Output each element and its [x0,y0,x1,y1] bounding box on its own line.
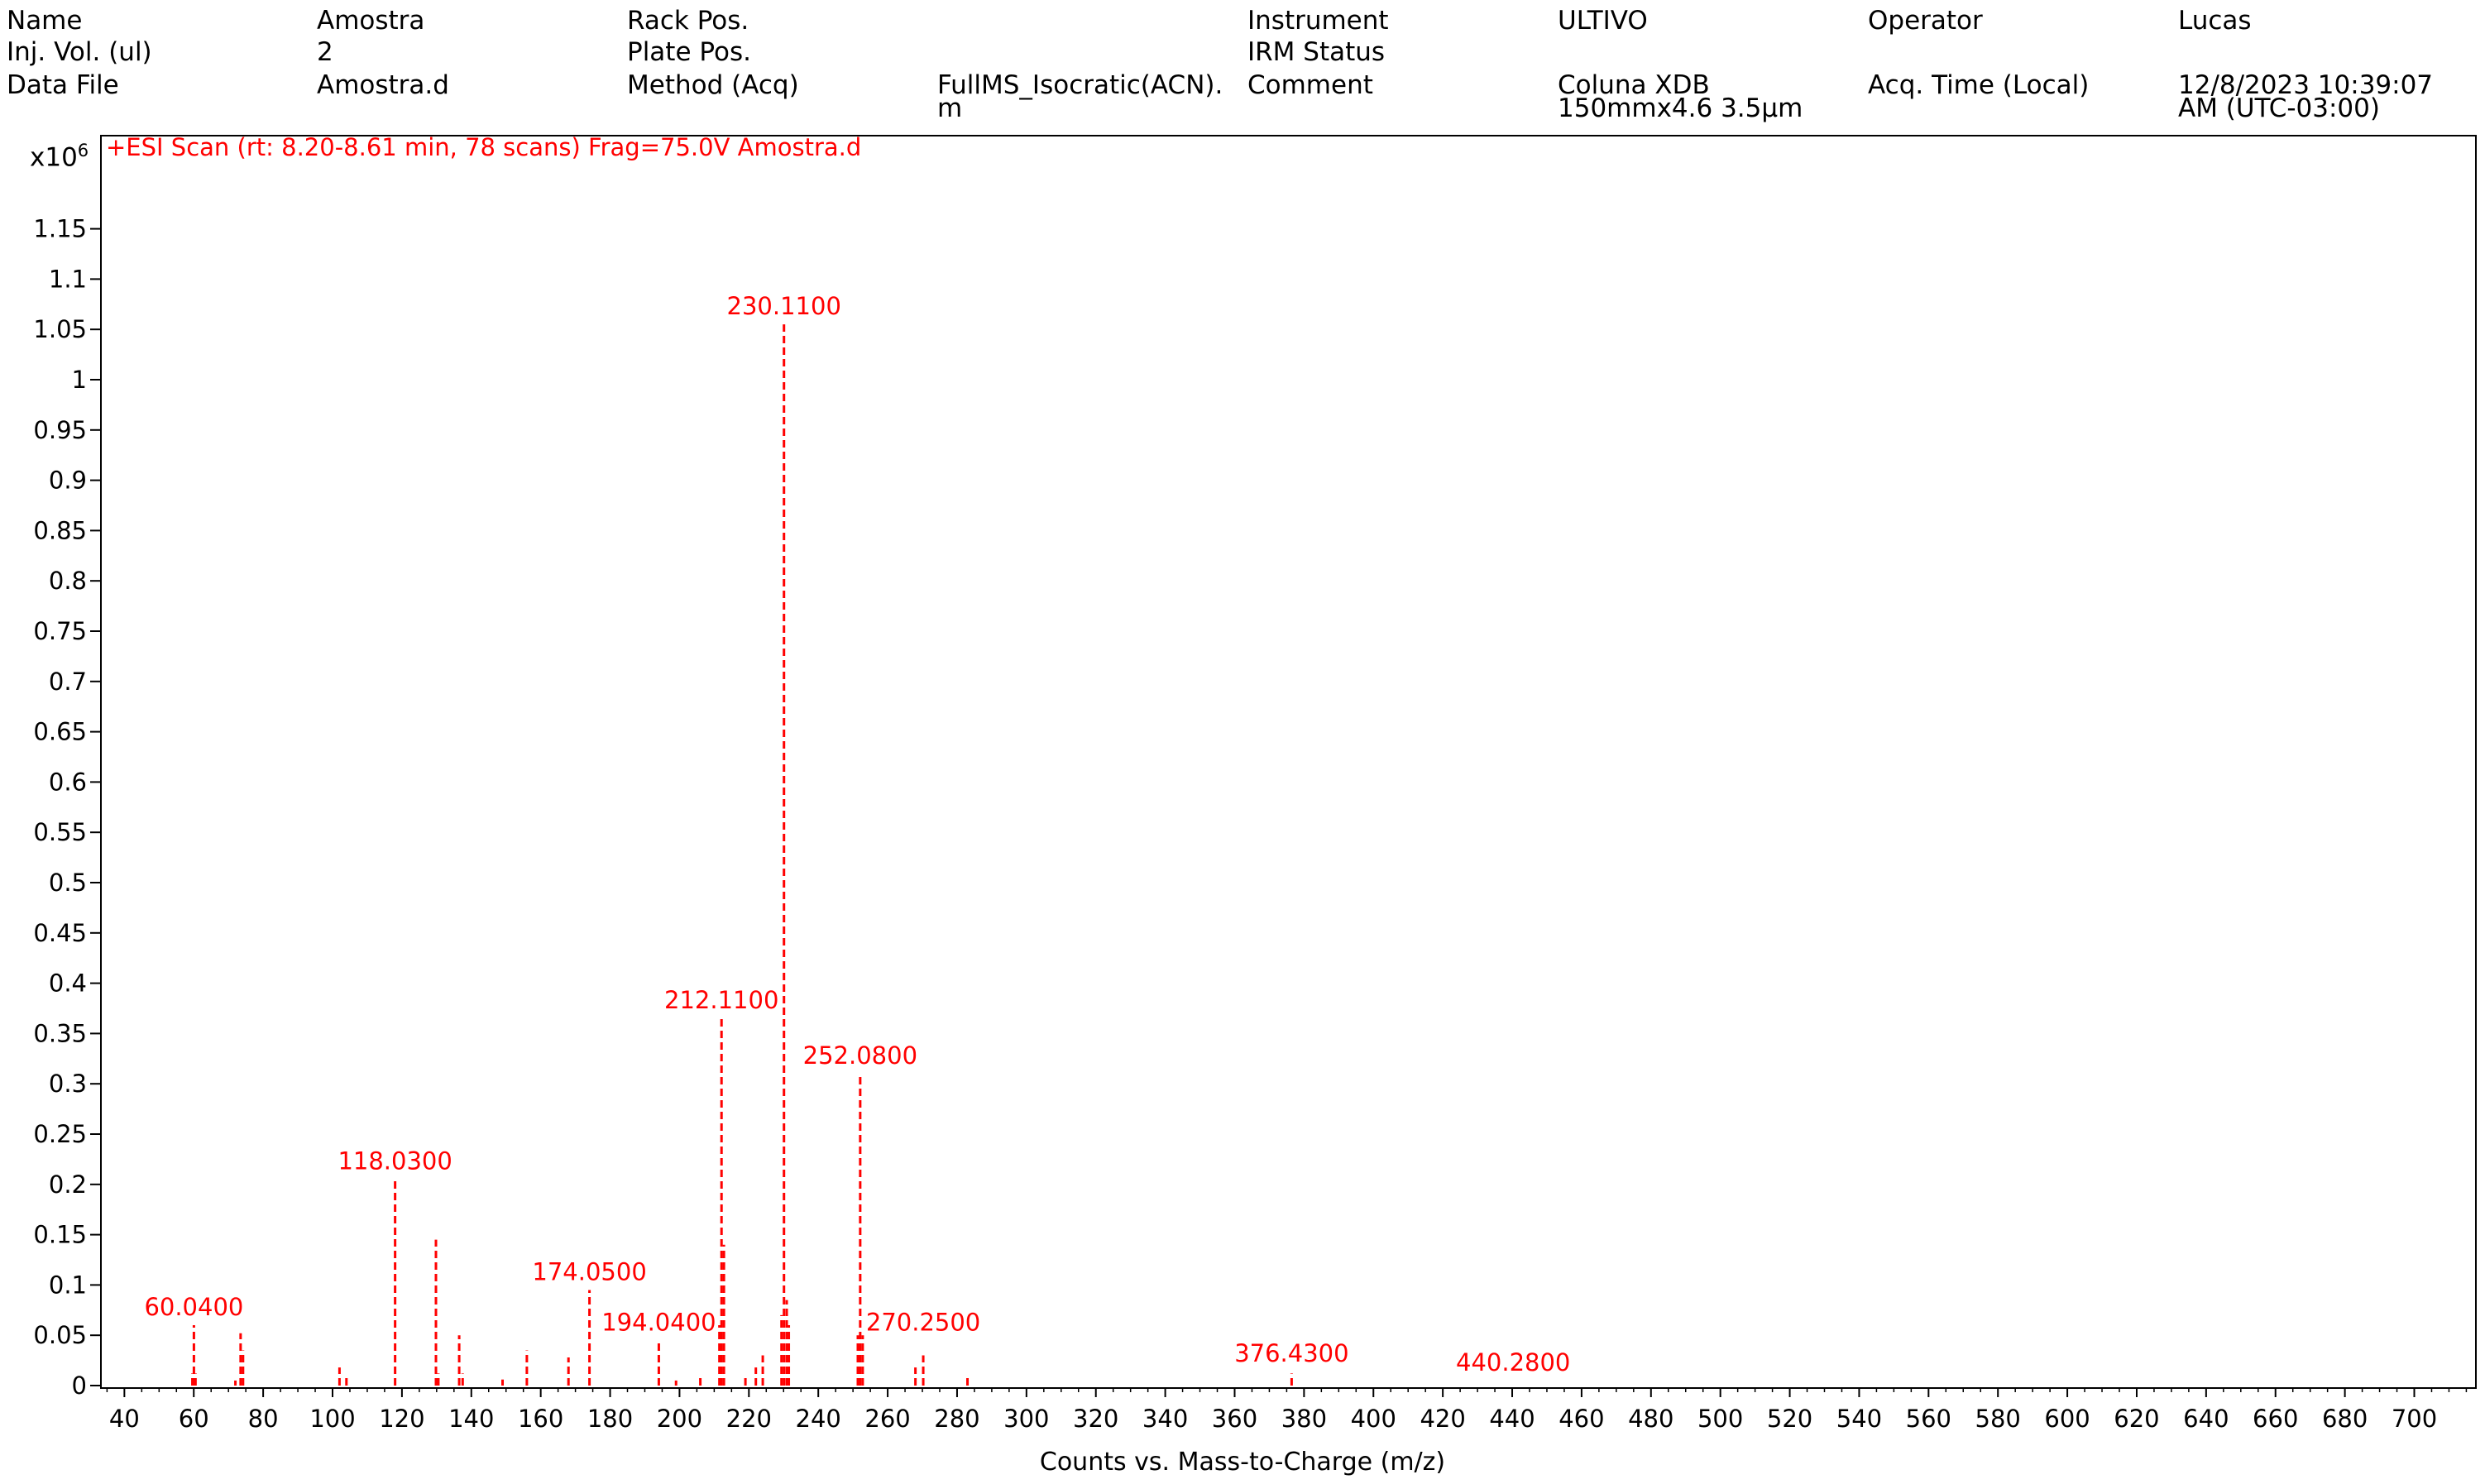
x-tick-label: 240 [796,1405,841,1433]
peak-label: 174.0500 [532,1257,646,1285]
x-tick-label: 300 [1003,1405,1049,1433]
x-tick-label: 680 [2322,1405,2368,1433]
y-tick-label: 0.35 [33,1019,87,1047]
y-tick-label: 1.15 [33,215,87,243]
x-tick-label: 340 [1142,1405,1188,1433]
y-tick-label: 0.85 [33,516,87,544]
y-tick-label: 0.65 [33,718,87,746]
y-tick-label: 0.25 [33,1120,87,1148]
x-tick-label: 140 [448,1405,494,1433]
y-tick-label: 1 [72,366,87,394]
y-tick-label: 0.9 [49,467,87,495]
x-tick-label: 440 [1489,1405,1535,1433]
x-tick-label: 180 [587,1405,633,1433]
x-tick-label: 600 [2044,1405,2090,1433]
x-tick-label: 40 [109,1405,140,1433]
x-tick-label: 220 [726,1405,772,1433]
peak-label: 118.0300 [338,1147,452,1175]
acqtime-label: Acq. Time (Local) [1868,70,2090,100]
y-tick-label: 0.6 [49,768,87,796]
comment-value-line2: 150mmx4.6 3.5µm [1558,93,1803,123]
y-tick-label: 0.45 [33,919,87,947]
peak-label: 60.0400 [144,1293,243,1321]
scan-title: +ESI Scan (rt: 8.20-8.61 min, 78 scans) … [106,133,862,161]
peak-label: 230.1100 [727,292,841,320]
x-tick-label: 160 [518,1405,563,1433]
comment-value-line1: Coluna XDB [1558,70,1710,100]
y-tick-label: 0.95 [33,416,87,444]
y-tick-label: 1.05 [33,315,87,343]
y-tick-label: 0.5 [49,869,87,897]
y-tick-label: 0.75 [33,617,87,645]
peak-label: 440.2800 [1456,1348,1570,1376]
peak-label: 270.2500 [866,1308,980,1336]
y-tick-label: 0.4 [49,969,87,998]
instrument-label: Instrument [1247,6,1389,36]
x-tick-label: 520 [1767,1405,1812,1433]
x-axis-label: Counts vs. Mass-to-Charge (m/z) [1039,1448,1446,1477]
x-tick-label: 500 [1697,1405,1743,1433]
x-tick-label: 480 [1628,1405,1673,1433]
x-tick-label: 360 [1212,1405,1257,1433]
operator-value: Lucas [2178,6,2252,36]
x-tick-label: 260 [864,1405,910,1433]
x-tick-label: 640 [2183,1405,2229,1433]
x-tick-label: 460 [1559,1405,1604,1433]
plate-label: Plate Pos. [627,37,751,67]
y-tick-label: 0.55 [33,818,87,846]
y-tick-label: 0.3 [49,1070,87,1098]
irm-label: IRM Status [1247,37,1386,67]
name-value: Amostra [317,6,425,36]
plot-area [100,135,2477,1389]
peak-label: 252.0800 [803,1041,917,1070]
injvol-label: Inj. Vol. (ul) [7,37,152,67]
name-label: Name [7,6,83,36]
datafile-value: Amostra.d [317,70,449,100]
method-value-line2: m [937,93,963,123]
x-tick-label: 80 [248,1405,279,1433]
x-tick-label: 620 [2114,1405,2159,1433]
y-axis-multiplier: x106 [30,141,89,173]
method-label: Method (Acq) [627,70,799,100]
x-tick-label: 380 [1281,1405,1327,1433]
y-tick-label: 0 [72,1372,87,1400]
y-tick-label: 0.05 [33,1321,87,1349]
x-tick-label: 400 [1351,1405,1396,1433]
y-tick-label: 0.8 [49,567,87,595]
acqtime-value-line2: AM (UTC-03:00) [2178,93,2380,123]
x-tick-label: 100 [309,1405,355,1433]
comment-label: Comment [1247,70,1373,100]
peak-label: 212.1100 [664,986,778,1014]
y-tick-label: 0.2 [49,1170,87,1199]
datafile-label: Data File [7,70,119,100]
peak-label: 194.0400 [601,1308,716,1336]
x-tick-label: 560 [1906,1405,1951,1433]
y-tick-label: 0.1 [49,1271,87,1299]
x-tick-label: 280 [934,1405,979,1433]
x-tick-label: 540 [1836,1405,1882,1433]
y-tick-label: 0.15 [33,1221,87,1249]
method-value-line1: FullMS_Isocratic(ACN). [937,70,1223,100]
y-tick-label: 1.1 [49,265,87,293]
instrument-value: ULTIVO [1558,6,1648,36]
x-tick-label: 700 [2392,1405,2437,1433]
injvol-value: 2 [317,37,333,67]
acqtime-value-line1: 12/8/2023 10:39:07 [2178,70,2434,100]
peak-label: 376.4300 [1234,1339,1348,1367]
x-tick-label: 320 [1073,1405,1118,1433]
rack-label: Rack Pos. [627,6,749,36]
x-tick-label: 660 [2253,1405,2298,1433]
x-tick-label: 580 [1975,1405,2021,1433]
x-tick-label: 420 [1420,1405,1465,1433]
x-tick-label: 120 [379,1405,424,1433]
y-tick-label: 0.7 [49,668,87,696]
x-tick-label: 200 [657,1405,702,1433]
operator-label: Operator [1868,6,1983,36]
x-tick-label: 60 [179,1405,209,1433]
